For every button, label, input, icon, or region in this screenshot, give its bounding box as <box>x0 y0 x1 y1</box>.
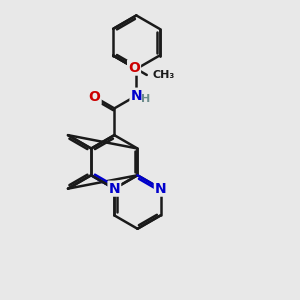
Text: CH₃: CH₃ <box>152 70 174 80</box>
Text: N: N <box>109 182 120 196</box>
Text: N: N <box>155 182 167 196</box>
Text: O: O <box>89 90 100 104</box>
Text: O: O <box>128 61 140 75</box>
Text: N: N <box>130 89 142 103</box>
Text: H: H <box>141 94 151 104</box>
